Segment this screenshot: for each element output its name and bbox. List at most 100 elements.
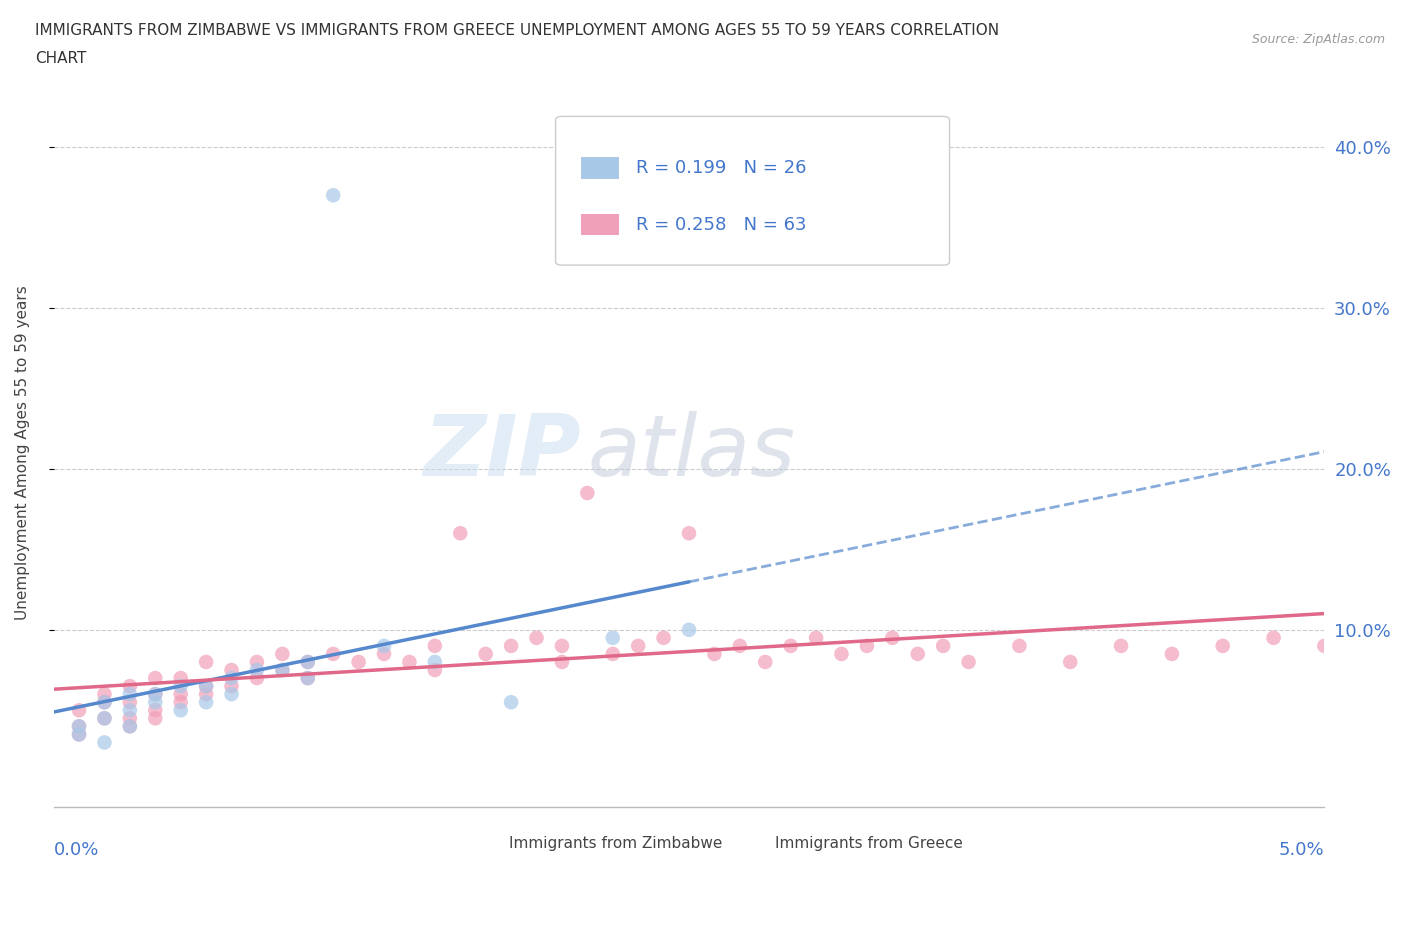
Point [195,655,218,670]
Point [221,679,243,694]
Point [143,686,166,701]
Text: 5.0%: 5.0% [1279,841,1324,858]
Text: atlas: atlas [588,411,796,494]
Point [221,686,243,701]
Point [170,686,193,701]
Text: Immigrants from Zimbabwe: Immigrants from Zimbabwe [509,836,721,851]
Y-axis label: Unemployment Among Ages 55 to 59 years: Unemployment Among Ages 55 to 59 years [15,286,30,620]
Point [93,695,115,710]
Point [170,671,193,685]
Point [1313,639,1336,654]
Text: 0.0%: 0.0% [53,841,98,858]
Point [143,703,166,718]
Point [297,671,319,685]
FancyBboxPatch shape [555,116,949,265]
Point [93,686,115,701]
Point [93,735,115,750]
Point [576,485,599,500]
Point [118,719,141,734]
FancyBboxPatch shape [581,214,619,235]
FancyBboxPatch shape [581,157,619,179]
Point [347,655,370,670]
Point [678,525,700,540]
Point [678,622,700,637]
Point [728,639,751,654]
Point [297,655,319,670]
Point [551,655,574,670]
Point [246,662,269,677]
Point [1008,639,1031,654]
Point [195,686,218,701]
Point [143,711,166,725]
Text: Immigrants from Greece: Immigrants from Greece [776,836,963,851]
Point [957,655,980,670]
Point [67,727,90,742]
Point [297,671,319,685]
Point [322,188,344,203]
Point [449,525,471,540]
Point [652,631,675,645]
Point [271,662,294,677]
Point [143,695,166,710]
Text: CHART: CHART [35,51,87,66]
Text: R = 0.258   N = 63: R = 0.258 N = 63 [636,216,806,233]
Point [195,679,218,694]
Point [398,655,420,670]
Point [322,646,344,661]
Point [754,655,776,670]
Point [526,631,548,645]
Text: R = 0.199   N = 26: R = 0.199 N = 26 [636,159,806,177]
Point [882,631,904,645]
Point [627,639,650,654]
Text: Source: ZipAtlas.com: Source: ZipAtlas.com [1251,33,1385,46]
Point [118,711,141,725]
Point [297,655,319,670]
Point [423,662,446,677]
Point [93,695,115,710]
Point [221,662,243,677]
Point [1109,639,1132,654]
Point [804,631,827,645]
Point [373,639,395,654]
Point [1059,655,1081,670]
Point [856,639,879,654]
Point [932,639,955,654]
Point [373,646,395,661]
Point [195,695,218,710]
Point [271,662,294,677]
Point [118,719,141,734]
FancyBboxPatch shape [472,836,501,852]
Point [423,639,446,654]
Point [246,655,269,670]
Point [501,695,523,710]
Point [67,703,90,718]
Point [67,727,90,742]
Point [67,719,90,734]
Point [602,631,624,645]
Point [93,711,115,725]
Point [1212,639,1234,654]
Point [170,679,193,694]
Point [170,703,193,718]
Point [143,686,166,701]
Point [779,639,801,654]
Point [1263,631,1285,645]
Point [474,646,496,661]
Point [271,646,294,661]
Point [501,639,523,654]
Point [246,671,269,685]
Point [831,646,853,661]
Point [118,695,141,710]
Point [170,695,193,710]
Point [67,719,90,734]
Point [1161,646,1184,661]
Point [703,646,725,661]
Text: ZIP: ZIP [423,411,581,494]
Point [551,639,574,654]
Point [118,686,141,701]
FancyBboxPatch shape [740,836,768,852]
Point [118,679,141,694]
Point [195,679,218,694]
Point [143,671,166,685]
Point [602,646,624,661]
